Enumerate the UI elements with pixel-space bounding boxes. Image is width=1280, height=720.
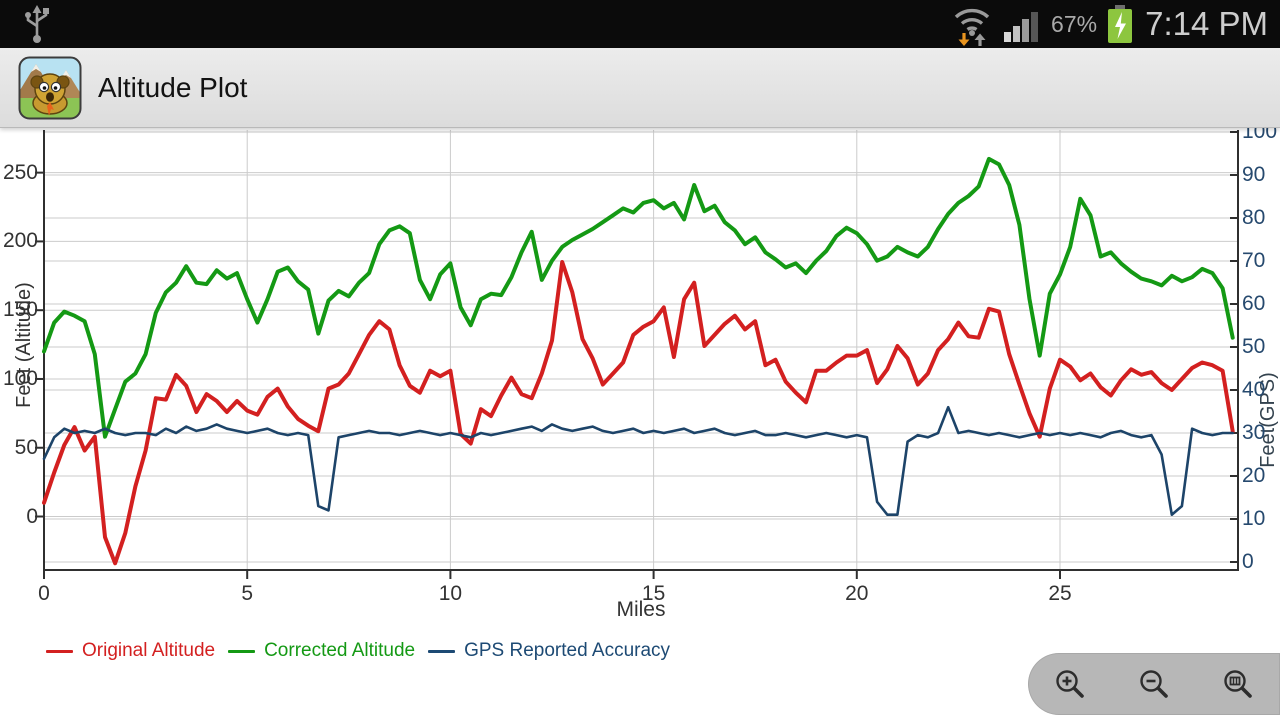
series-original-altitude (42, 260, 1235, 566)
magnifier-fit-icon (1224, 670, 1252, 698)
clock-text: 7:14 PM (1145, 5, 1268, 42)
legend-item-original-altitude: Original Altitude (46, 640, 215, 662)
series-corrected-altitude (42, 156, 1235, 439)
app-bar: Altitude Plot (0, 48, 1280, 128)
battery-percent-text: 67% (1051, 10, 1098, 37)
usb-icon (25, 5, 49, 43)
zoom-fit-button[interactable] (1207, 656, 1269, 712)
altitude-plot-canvas[interactable] (0, 127, 1280, 607)
zoom-controls-bar (1028, 653, 1280, 715)
legend-label: GPS Reported Accuracy (464, 640, 671, 661)
chart-region: Feet (Altitude) Feet(GPS) 0 50 100 150 200 25… (0, 120, 1280, 720)
zoom-out-button[interactable] (1123, 656, 1185, 712)
status-bar: 67% 7:14 PM (0, 0, 1280, 48)
legend-line-swatch (46, 649, 73, 653)
legend-line-swatch (228, 649, 256, 653)
legend-item-corrected-altitude: Corrected Altitude (228, 640, 415, 662)
dog-mountains-app-icon (18, 56, 82, 119)
magnifier-plus-icon (1056, 670, 1084, 698)
legend-label: Original Altitude (82, 640, 216, 661)
wifi-activity-icon (954, 8, 990, 46)
signal-strength-icon (1004, 12, 1039, 42)
zoom-in-button[interactable] (1039, 656, 1101, 712)
x-axis-title: Miles (616, 598, 666, 621)
page-title: Altitude Plot (98, 71, 248, 103)
chart-legend: Original Altitude Corrected Altitude GPS… (46, 637, 670, 665)
legend-label: Corrected Altitude (264, 640, 416, 661)
series-gps-reported-accuracy (42, 405, 1234, 517)
legend-line-swatch (428, 649, 456, 653)
legend-item-gps-accuracy: GPS Reported Accuracy (428, 640, 670, 662)
battery-charging-icon (1108, 5, 1133, 43)
magnifier-minus-icon (1140, 670, 1168, 698)
